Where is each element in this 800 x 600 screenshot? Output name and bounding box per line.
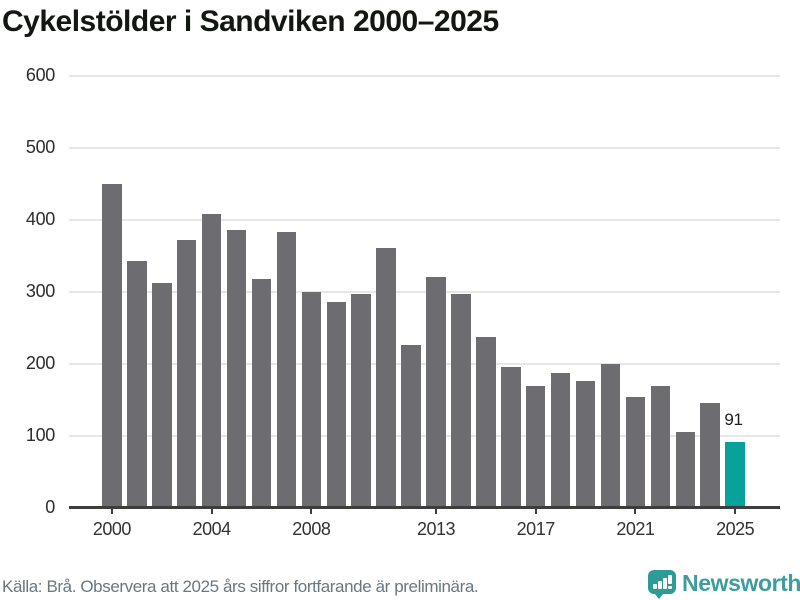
y-axis-tick-label: 400 <box>25 209 55 229</box>
bar-2004 <box>201 214 222 508</box>
bar-2022 <box>650 386 671 508</box>
bar-2000 <box>102 184 122 508</box>
x-axis-tick-label: 2025 <box>716 519 755 539</box>
highlight-value-label: 91 <box>724 410 743 430</box>
bar-2014 <box>451 294 471 508</box>
newsworthy-bar-chart-bubble-icon <box>648 570 676 594</box>
x-axis-tick <box>110 508 113 514</box>
x-axis-tick-label: 2013 <box>416 519 456 539</box>
y-axis-tick-label: 500 <box>25 137 55 157</box>
bar-2015 <box>476 337 496 508</box>
bar-2011 <box>376 248 396 508</box>
gridline-300 <box>69 291 780 293</box>
bar-2018 <box>550 373 571 508</box>
y-axis-tick-label: 200 <box>25 353 55 373</box>
bar-2001 <box>127 261 147 508</box>
gridline-500 <box>69 147 780 149</box>
bar-2023 <box>675 432 696 508</box>
bar-2013 <box>426 276 446 508</box>
x-axis-tick <box>310 508 313 514</box>
bar-2025 <box>725 442 745 508</box>
bar-2009 <box>326 302 347 508</box>
y-axis-tick-label: 100 <box>25 425 55 445</box>
bar-2002 <box>152 282 172 508</box>
bar-2005 <box>226 230 247 508</box>
gridline-100 <box>69 435 780 437</box>
bar-2016 <box>501 366 521 508</box>
source-note: Källa: Brå. Observera att 2025 års siffr… <box>2 577 479 596</box>
bar-2024 <box>700 402 720 508</box>
logo-bubble-tail <box>654 593 664 599</box>
x-axis-tick <box>434 508 437 514</box>
bar-2019 <box>575 380 596 508</box>
bar-2012 <box>401 345 421 508</box>
bar-2020 <box>600 364 621 508</box>
x-axis-tick-label: 2000 <box>92 519 132 539</box>
y-axis-tick-label: 600 <box>25 65 55 85</box>
x-axis-tick <box>210 508 213 514</box>
bar-2006 <box>251 279 272 508</box>
x-axis-line <box>69 505 780 509</box>
chart-title: Cykelstölder i Sandviken 2000–2025 <box>2 5 499 38</box>
y-axis-tick-label: 0 <box>45 497 55 517</box>
x-axis-tick <box>734 508 737 514</box>
bar-2017 <box>525 385 546 508</box>
x-axis-tick <box>534 508 537 514</box>
y-axis-tick-label: 300 <box>25 281 55 301</box>
bar-2003 <box>176 240 197 508</box>
x-axis-tick-label: 2017 <box>516 519 556 539</box>
bar-2021 <box>625 397 646 508</box>
newsworthy-logo: Newsworthy <box>648 569 800 599</box>
x-axis-tick-label: 2008 <box>292 519 331 539</box>
gridline-600 <box>69 75 780 77</box>
x-axis-tick-label: 2021 <box>616 519 655 539</box>
bar-2010 <box>351 294 371 508</box>
x-axis-tick-label: 2004 <box>192 519 232 539</box>
bar-2008 <box>301 292 322 508</box>
x-axis-tick <box>634 508 637 514</box>
gridline-400 <box>69 219 780 221</box>
logo-text: Newsworthy <box>682 570 800 596</box>
bar-2007 <box>276 232 297 508</box>
gridline-200 <box>69 363 780 365</box>
